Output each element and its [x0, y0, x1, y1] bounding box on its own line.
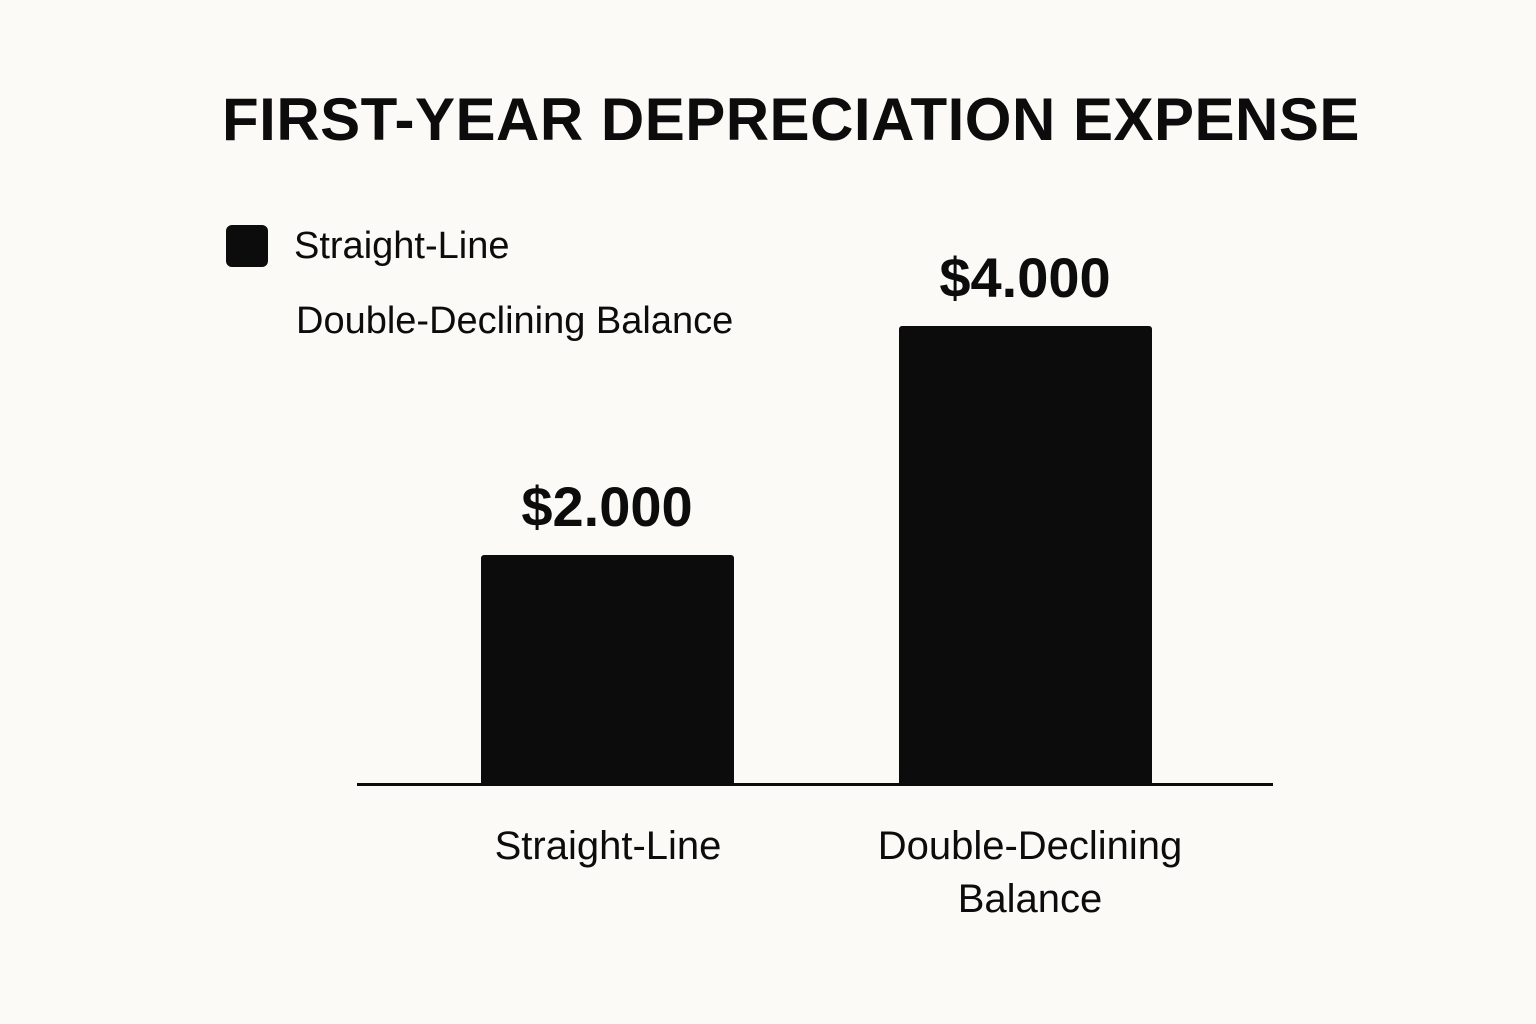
x-axis-line [357, 783, 1273, 786]
value-label-double-declining-balance: $4.000 [939, 246, 1111, 309]
bar-straight-line [481, 555, 734, 784]
legend-label: Double-Declining Balance [296, 300, 734, 342]
value-label-straight-line: $2.000 [521, 475, 693, 538]
plot-area: $2.000 $4.000 [357, 200, 1273, 786]
legend-swatch-icon [226, 225, 268, 267]
x-tick-label-line: Double-Declining [877, 824, 1183, 868]
bar-double-declining-balance [899, 326, 1152, 784]
legend-label: Straight-Line [294, 225, 510, 267]
x-tick-label-double-declining-balance: Double-Declining Balance [820, 820, 1240, 926]
chart-title: FIRST-YEAR DEPRECIATION EXPENSE [222, 86, 1360, 153]
x-tick-label-straight-line: Straight-Line [398, 820, 818, 873]
x-tick-label-line: Straight-Line [494, 824, 722, 868]
x-tick-label-line: Balance [957, 877, 1103, 921]
